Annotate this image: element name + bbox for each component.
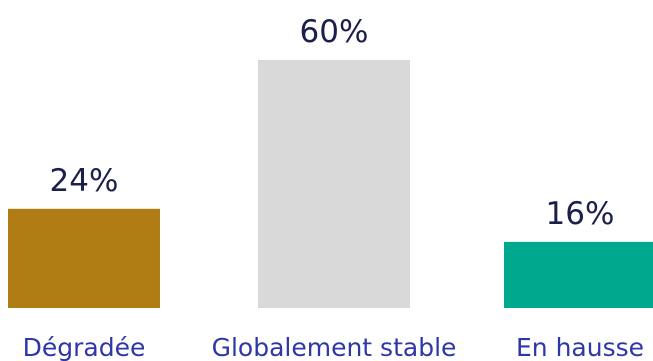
category-label-3: En hausse — [516, 333, 644, 361]
data-label-1: 24% — [50, 163, 119, 199]
data-label-2: 60% — [300, 14, 369, 50]
bar-2 — [258, 60, 410, 308]
category-label-1: Dégradée — [23, 333, 146, 361]
category-label-2: Globalement stable — [212, 333, 457, 361]
data-label-3: 16% — [546, 196, 615, 232]
bar-3 — [504, 241, 653, 308]
bar-1 — [8, 208, 160, 308]
